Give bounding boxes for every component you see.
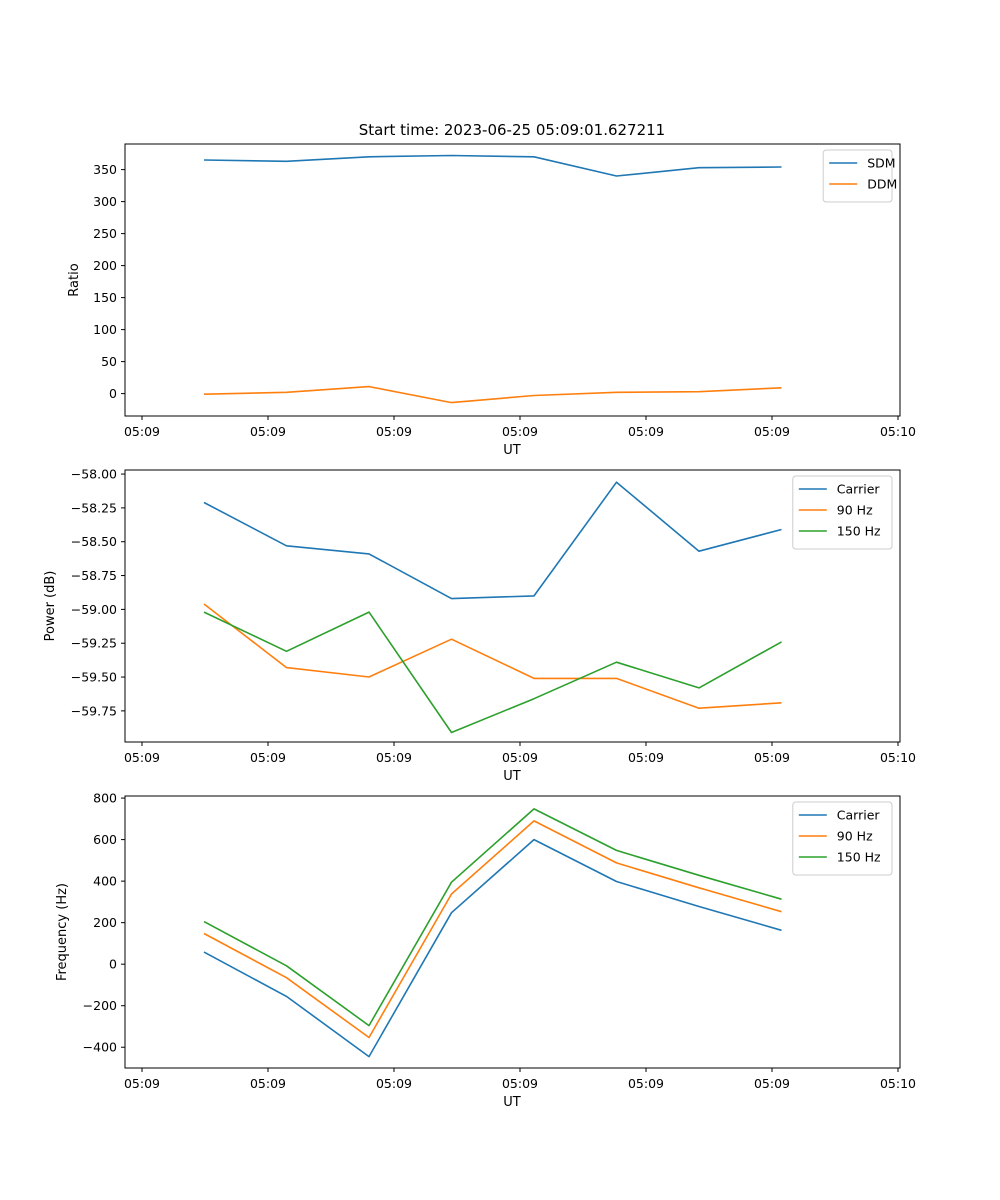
y-tick-label: 800 — [93, 791, 117, 806]
series-line-150-hz — [203, 611, 782, 734]
y-tick-label: 100 — [93, 322, 117, 337]
series-line-150-hz — [203, 808, 782, 1027]
y-tick-label: −58.50 — [71, 534, 117, 549]
y-tick-label: 0 — [109, 957, 117, 972]
x-tick-label: 05:09 — [628, 1076, 664, 1091]
y-tick-label: 350 — [93, 162, 117, 177]
x-tick-label: 05:09 — [376, 750, 412, 765]
x-tick-label: 05:09 — [124, 750, 160, 765]
legend: SDM DDM — [822, 149, 897, 203]
x-tick-label: 05:10 — [880, 1076, 916, 1091]
x-tick-label: 05:09 — [250, 750, 286, 765]
y-tick-label: −200 — [83, 998, 117, 1013]
x-tick-label: 05:09 — [502, 750, 538, 765]
y-tick-label: 250 — [93, 226, 117, 241]
y-tick-label: −59.75 — [71, 703, 117, 718]
y-tick-label: 200 — [93, 258, 117, 273]
legend-label: Carrier — [837, 808, 881, 823]
x-tick-label: 05:09 — [250, 1076, 286, 1091]
legend-label: 150 Hz — [837, 524, 881, 539]
plot-frame — [124, 143, 901, 417]
panel-frequency: −400 −200 0 200 400 600 800 05:09 05:09 05:09 05:0… — [55, 791, 916, 1110]
x-tick-label: 05:09 — [250, 424, 286, 439]
series-line-carrier — [203, 838, 782, 1058]
legend-label: SDM — [867, 156, 895, 171]
y-tick-label: −400 — [83, 1040, 117, 1055]
series-line-90-hz — [203, 820, 782, 1039]
x-tick-label: 05:09 — [124, 1076, 160, 1091]
series-line-sdm — [203, 154, 782, 177]
legend: Carrier 90 Hz 150 Hz — [792, 475, 893, 550]
y-tick-label: −58.00 — [71, 467, 117, 482]
legend-label: 150 Hz — [837, 850, 881, 865]
x-tick-label: 05:10 — [880, 424, 916, 439]
y-tick-label: −59.50 — [71, 670, 117, 685]
plot-frame — [124, 469, 901, 743]
panel-ratio: 0 50 100 150 200 250 300 350 05:09 05:09 05:09 05:0… — [67, 143, 916, 458]
x-tick-label: 05:09 — [376, 1076, 412, 1091]
y-tick-label: −59.25 — [71, 636, 117, 651]
y-tick-label: 50 — [101, 354, 117, 369]
x-axis-label: UT — [503, 769, 521, 784]
y-tick-label: 300 — [93, 194, 117, 209]
series-line-90-hz — [203, 603, 782, 710]
x-tick-label: 05:09 — [124, 424, 160, 439]
x-tick-label: 05:09 — [502, 1076, 538, 1091]
y-axis-label: Frequency (Hz) — [55, 883, 70, 981]
x-tick-label: 05:09 — [754, 1076, 790, 1091]
series-line-carrier — [203, 481, 782, 600]
x-tick-label: 05:09 — [754, 750, 790, 765]
legend-label: 90 Hz — [837, 503, 873, 518]
y-tick-label: −58.25 — [71, 500, 117, 515]
y-tick-label: 200 — [93, 915, 117, 930]
legend-label: DDM — [867, 177, 897, 192]
y-axis-label: Ratio — [67, 263, 82, 296]
legend: Carrier 90 Hz 150 Hz — [792, 801, 893, 876]
panel-power: −59.75 −59.50 −59.25 −59.00 −58.75 −58.50 −58.… — [43, 467, 916, 784]
legend-label: Carrier — [837, 482, 881, 497]
legend-label: 90 Hz — [837, 829, 873, 844]
x-tick-label: 05:09 — [376, 424, 412, 439]
series-line-ddm — [203, 385, 782, 404]
y-tick-label: 400 — [93, 874, 117, 889]
x-tick-label: 05:09 — [628, 424, 664, 439]
y-tick-label: −58.75 — [71, 568, 117, 583]
x-tick-label: 05:09 — [502, 424, 538, 439]
figure-title: Start time: 2023-06-25 05:09:01.627211 — [359, 121, 665, 139]
y-tick-label: 150 — [93, 290, 117, 305]
y-tick-label: −59.00 — [71, 602, 117, 617]
y-axis-label: Power (dB) — [43, 571, 58, 642]
y-tick-label: 600 — [93, 832, 117, 847]
x-tick-label: 05:09 — [754, 424, 790, 439]
plot-frame — [124, 795, 901, 1069]
y-tick-label: 0 — [109, 386, 117, 401]
x-axis-label: UT — [503, 443, 521, 458]
x-tick-label: 05:10 — [880, 750, 916, 765]
x-tick-label: 05:09 — [628, 750, 664, 765]
x-axis-label: UT — [503, 1095, 521, 1110]
